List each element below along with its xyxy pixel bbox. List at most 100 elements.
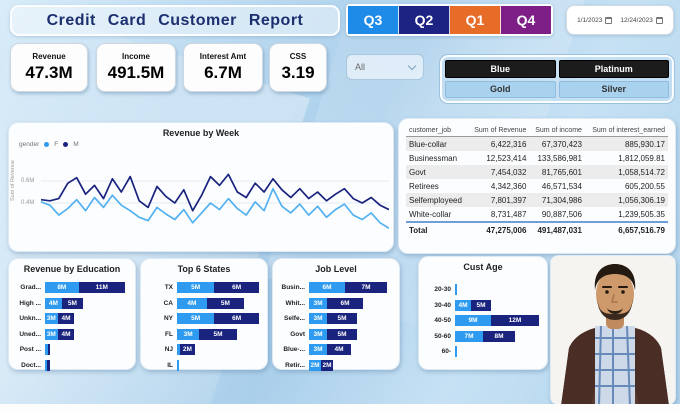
calendar-icon[interactable] bbox=[605, 16, 613, 24]
bar-segment-m[interactable] bbox=[47, 359, 50, 371]
table-total-cell: 47,275,006 bbox=[468, 221, 530, 237]
bar-segment-m[interactable]: 8M bbox=[483, 330, 515, 342]
bar-row-unkn: Unkn... 3M 4M bbox=[13, 311, 129, 327]
table-cell: 46,571,534 bbox=[541, 181, 582, 191]
all-filter-dropdown[interactable]: All bbox=[346, 54, 424, 80]
quarter-button-q1[interactable]: Q1 bbox=[450, 6, 501, 34]
bar-segment-m[interactable]: 4M bbox=[57, 313, 75, 325]
kpi-value: 6.7M bbox=[204, 63, 242, 82]
chart-title: Cust Age bbox=[463, 262, 503, 272]
bar-segment-f[interactable]: 5M bbox=[177, 282, 215, 294]
bar-segment-f[interactable]: 3M bbox=[45, 328, 58, 340]
table-row[interactable]: White-collar 8,731,487 90,887,506 1,239,505… bbox=[406, 207, 668, 222]
bar-segment-f[interactable]: 4M bbox=[45, 297, 62, 309]
end-date-field[interactable]: 12/24/2023 bbox=[620, 16, 663, 24]
table-row[interactable]: Retirees 4,342,360 46,571,534 605,200.55 bbox=[406, 179, 668, 193]
bar-segment-m[interactable]: 11M bbox=[78, 282, 125, 294]
bar-segment-f[interactable]: 3M bbox=[309, 328, 327, 340]
bar-category-label: 40-50 bbox=[434, 317, 451, 325]
bar-category-label: 20-30 bbox=[434, 286, 451, 294]
bar-segment-m[interactable]: 5M bbox=[327, 313, 357, 325]
table-row[interactable]: Govt 7,454,032 81,765,601 1,058,514.72 bbox=[406, 165, 668, 179]
quarter-button-q2[interactable]: Q2 bbox=[399, 6, 450, 34]
table-column-header: customer_job bbox=[406, 125, 469, 137]
card-filter-silver[interactable]: Silver bbox=[558, 80, 669, 98]
bar-track: 8M 11M bbox=[45, 282, 125, 294]
bar-segment-f[interactable]: 3M bbox=[45, 313, 58, 325]
bar-segment-m[interactable]: 7M bbox=[345, 282, 387, 294]
page-title: Credit Card Customer Report bbox=[46, 11, 304, 29]
bar-segment-f[interactable] bbox=[45, 359, 48, 371]
table-column-header: Sum of income bbox=[529, 125, 585, 137]
bar-segment-m[interactable]: 5M bbox=[199, 328, 237, 340]
bar-track: 7M 8M bbox=[455, 330, 515, 342]
table-row[interactable]: Selfemployeed 7,801,397 71,304,986 1,056,30… bbox=[406, 193, 668, 207]
bar-row-busin: Busin... 6M 7M bbox=[277, 280, 393, 296]
bar-segment-m[interactable]: 4M bbox=[327, 344, 351, 356]
table-cell: Blue-collar bbox=[409, 139, 447, 149]
bar-track: 3M 5M bbox=[309, 313, 357, 325]
bar-segment-m[interactable]: 6M bbox=[214, 313, 259, 325]
bar-segment-f[interactable]: 3M bbox=[177, 328, 200, 340]
kpi-label: Interest Amt bbox=[199, 52, 247, 61]
bar-segment-m[interactable]: 4M bbox=[57, 328, 75, 340]
bar-segment-f[interactable]: 2M bbox=[309, 359, 321, 371]
bar-track bbox=[455, 284, 457, 296]
table-row[interactable]: Blue-collar 6,422,316 67,370,423 885,930.17 bbox=[406, 136, 668, 151]
bar-segment-f[interactable] bbox=[455, 346, 457, 358]
card-filter-gold[interactable]: Gold bbox=[445, 80, 556, 98]
quarter-button-q3[interactable]: Q3 bbox=[348, 6, 399, 34]
table-cell: 1,058,514.72 bbox=[618, 167, 665, 177]
bar-category-label: Unkn... bbox=[19, 315, 41, 323]
bar-segment-f[interactable]: 4M bbox=[455, 299, 471, 311]
quarter-button-q4[interactable]: Q4 bbox=[501, 6, 551, 34]
bar-category-label: NJ bbox=[164, 346, 173, 354]
calendar-icon[interactable] bbox=[655, 16, 663, 24]
bar-segment-m[interactable]: 5M bbox=[206, 297, 245, 309]
table-total-cell: 491,487,031 bbox=[529, 221, 585, 237]
bar-segment-m[interactable]: 12M bbox=[491, 315, 539, 327]
bar-category-label: Selfe... bbox=[284, 315, 305, 323]
bar-category-label: Govt bbox=[290, 330, 305, 338]
bar-segment-f[interactable]: 3M bbox=[309, 313, 327, 325]
bar-row-high: High ... 4M 5M bbox=[13, 296, 129, 312]
bar-segment-m[interactable]: 6M bbox=[327, 297, 363, 309]
bar-segment-f[interactable] bbox=[177, 344, 180, 356]
bar-segment-m[interactable]: 2M bbox=[321, 359, 333, 371]
bar-category-label: TX bbox=[164, 284, 173, 292]
bar-segment-f[interactable] bbox=[45, 344, 48, 356]
female-legend-dot[interactable] bbox=[44, 142, 50, 147]
card-filter-blue[interactable]: Blue bbox=[445, 60, 556, 78]
bar-segment-f[interactable]: 3M bbox=[309, 297, 327, 309]
bar-segment-f[interactable]: 6M bbox=[309, 282, 345, 294]
bar-track: 2M 2M bbox=[309, 359, 333, 371]
bar-row-40-50: 40-50 9M 12M bbox=[423, 313, 541, 329]
bar-segment-f[interactable]: 8M bbox=[45, 282, 79, 294]
bar-segment-f[interactable] bbox=[455, 284, 457, 296]
bar-category-label: Busin... bbox=[281, 284, 305, 292]
bar-segment-f[interactable]: 3M bbox=[309, 344, 327, 356]
bar-segment-m[interactable]: 2M bbox=[179, 344, 195, 356]
card-filter-platinum[interactable]: Platinum bbox=[558, 60, 669, 78]
bar-segment-f[interactable] bbox=[177, 359, 179, 371]
kpi-card-css: CSS 3.19 bbox=[269, 43, 327, 92]
bar-segment-f[interactable]: 9M bbox=[455, 315, 491, 327]
male-legend-dot[interactable] bbox=[63, 142, 69, 147]
bar-segment-m[interactable]: 6M bbox=[214, 282, 259, 294]
bar-row-selfe: Selfe... 3M 5M bbox=[277, 311, 393, 327]
line-series-F bbox=[41, 187, 389, 230]
table-cell: Businessman bbox=[409, 153, 458, 163]
bar-segment-f[interactable]: 7M bbox=[455, 330, 483, 342]
kpi-label: CSS bbox=[289, 52, 307, 61]
bar-category-label: NY bbox=[163, 315, 173, 323]
bar-segment-m[interactable]: 5M bbox=[61, 297, 83, 309]
bar-segment-m[interactable] bbox=[47, 344, 51, 356]
bar-segment-f[interactable]: 5M bbox=[177, 313, 215, 325]
bar-segment-m[interactable]: 5M bbox=[327, 328, 357, 340]
start-date-field[interactable]: 1/1/2023 bbox=[577, 16, 613, 24]
table-cell: 133,586,981 bbox=[537, 153, 582, 163]
chart-title: Top 6 States bbox=[177, 264, 231, 274]
bar-segment-m[interactable]: 5M bbox=[471, 299, 491, 311]
table-row[interactable]: Businessman 12,523,414 133,586,981 1,812,05… bbox=[406, 151, 668, 165]
bar-segment-f[interactable]: 4M bbox=[177, 297, 207, 309]
